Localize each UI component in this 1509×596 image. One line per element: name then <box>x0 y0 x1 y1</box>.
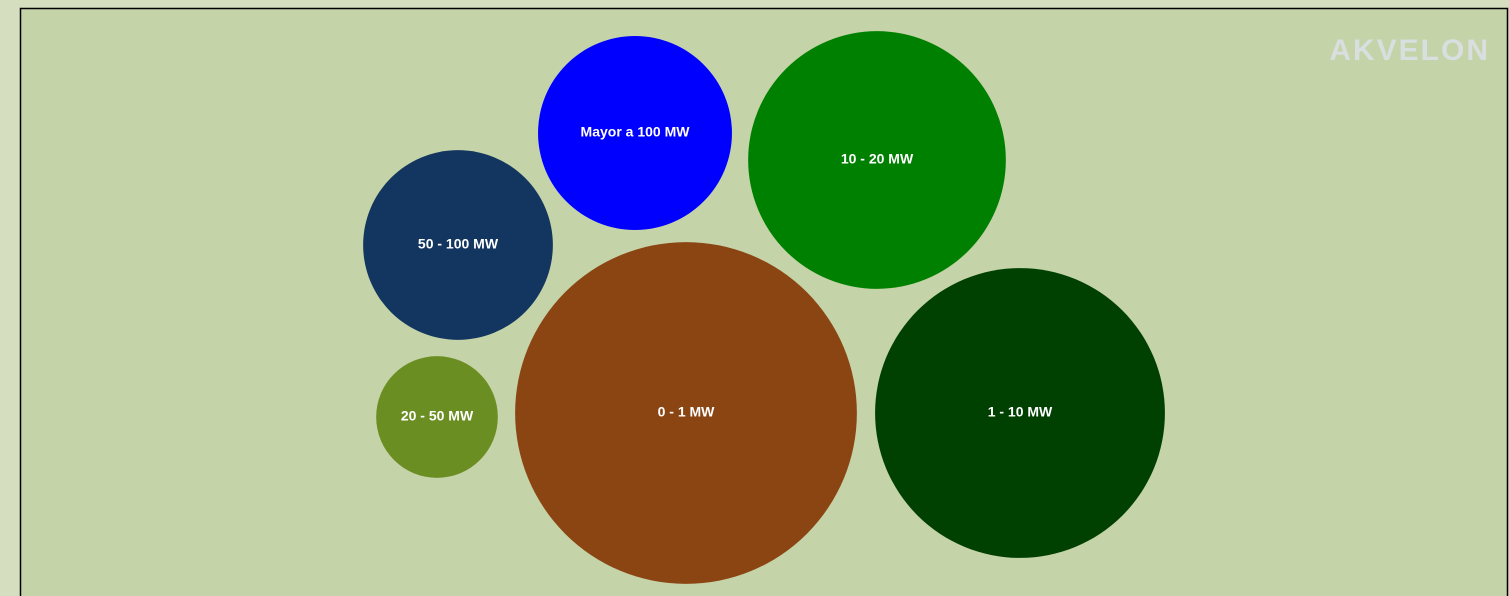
bubble-label: 1 - 10 MW <box>988 404 1053 420</box>
bubble <box>376 356 498 478</box>
bubble-label: 0 - 1 MW <box>658 404 716 420</box>
bubble-label: 10 - 20 MW <box>841 151 914 167</box>
bubble-label: 20 - 50 MW <box>401 408 474 424</box>
bubble <box>515 242 857 584</box>
watermark: AKVELON <box>1329 34 1490 67</box>
bubble-label: 50 - 100 MW <box>418 236 499 252</box>
bubble-label: Mayor a 100 MW <box>581 124 691 140</box>
bubble <box>748 31 1006 289</box>
bubble <box>875 268 1165 558</box>
bubble <box>538 36 732 230</box>
bubble <box>363 150 553 340</box>
